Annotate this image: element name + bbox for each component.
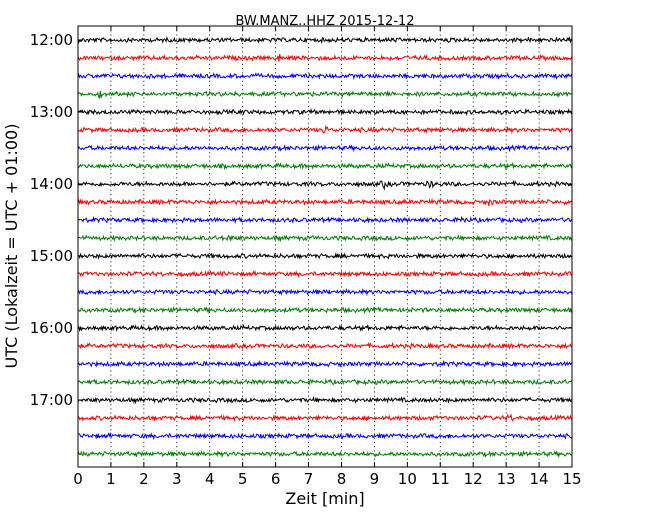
plot-frame — [77, 25, 573, 468]
trace-1300 — [77, 107, 573, 117]
trace-1345 — [77, 161, 573, 171]
trace-1730 — [77, 431, 573, 441]
trace-1330 — [77, 144, 573, 153]
chart-title: BW.MANZ..HHZ 2015-12-12 — [235, 14, 414, 29]
y-tick-label: 16:00 — [30, 319, 73, 337]
x-tick-label: 1 — [106, 470, 116, 488]
y-tick-label: 14:00 — [30, 175, 73, 193]
y-tick-label: 13:00 — [30, 103, 73, 121]
x-tick-label: 6 — [271, 470, 281, 488]
y-axis-label: UTC (Lokalzeit = UTC + 01:00) — [2, 124, 21, 369]
x-tick-label: 13 — [497, 470, 516, 488]
x-tick-label: 10 — [398, 470, 417, 488]
y-axis-ticks: 12:00 13:00 14:00 15:00 16:00 17:00 — [30, 31, 572, 409]
y-tick-label: 17:00 — [30, 391, 73, 409]
trace-1200 — [77, 35, 573, 45]
x-axis-ticks: 0 1 2 3 4 5 6 7 8 9 10 11 12 13 14 15 — [73, 26, 582, 488]
trace-1415 — [77, 198, 573, 207]
trace-1445 — [77, 234, 573, 243]
x-tick-label: 5 — [238, 470, 248, 488]
x-tick-label: 11 — [431, 470, 450, 488]
x-tick-label: 8 — [337, 470, 347, 488]
x-tick-label: 2 — [139, 470, 149, 488]
x-tick-label: 4 — [205, 470, 215, 488]
x-tick-label: 14 — [530, 470, 549, 488]
trace-group — [77, 35, 573, 459]
trace-1315 — [77, 124, 573, 135]
x-axis-label: Zeit [min] — [285, 489, 364, 508]
trace-1645 — [77, 378, 573, 387]
y-tick-label: 15:00 — [30, 247, 73, 265]
trace-1400 — [77, 179, 573, 191]
x-tick-label: 15 — [562, 470, 581, 488]
x-tick-label: 9 — [370, 470, 380, 488]
trace-1715 — [77, 413, 573, 423]
trace-1745 — [77, 449, 573, 459]
trace-1500 — [77, 252, 573, 261]
x-tick-label: 3 — [172, 470, 182, 488]
trace-1630 — [77, 359, 573, 368]
y-tick-label: 12:00 — [30, 31, 73, 49]
trace-1215 — [77, 53, 573, 62]
x-tick-label: 12 — [464, 470, 483, 488]
trace-1545 — [77, 306, 573, 315]
trace-1600 — [77, 323, 573, 333]
trace-1245 — [77, 90, 573, 99]
trace-1230 — [77, 71, 573, 81]
trace-1530 — [77, 287, 573, 297]
x-tick-label: 0 — [73, 470, 83, 488]
trace-1615 — [77, 341, 573, 350]
x-tick-label: 7 — [304, 470, 314, 488]
trace-1515 — [77, 269, 573, 279]
trace-1430 — [77, 215, 573, 225]
trace-1700 — [77, 396, 573, 405]
